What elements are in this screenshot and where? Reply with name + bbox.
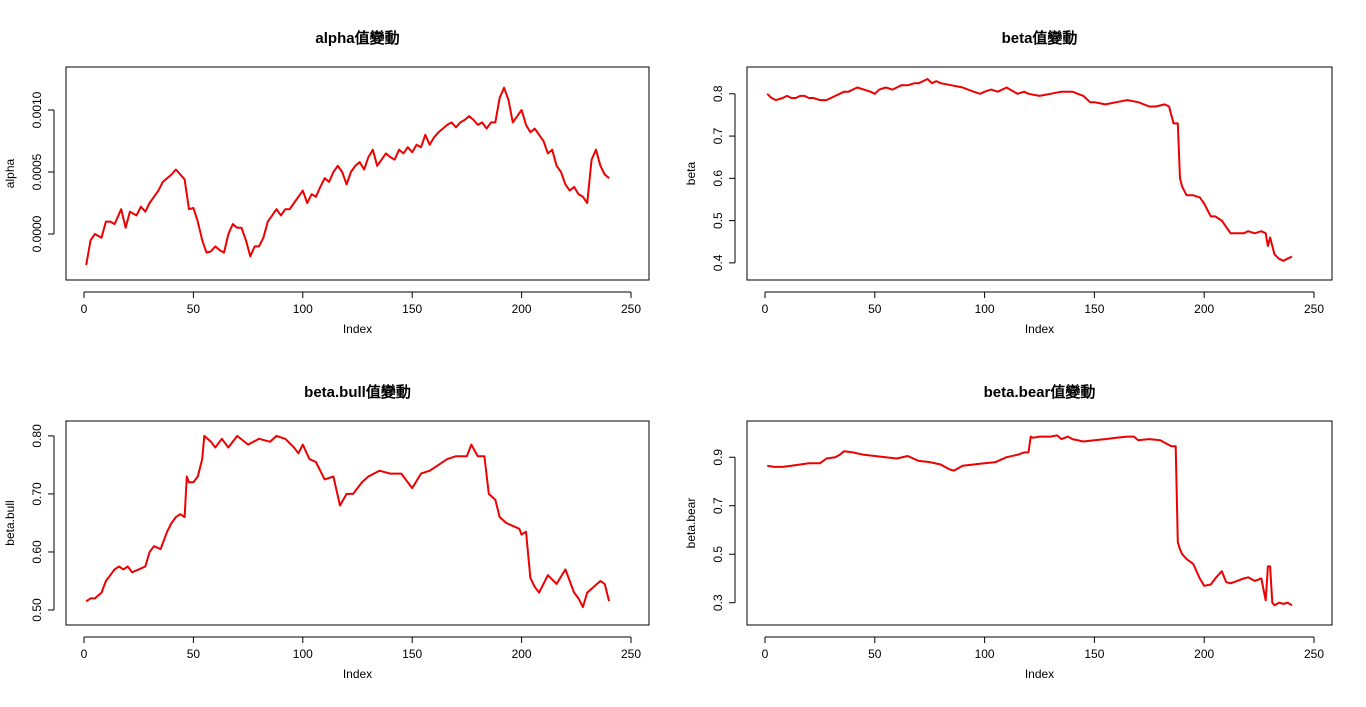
series-line-1 <box>85 434 611 609</box>
plot-frame <box>746 66 1333 281</box>
series-line-1 <box>766 78 1293 262</box>
y-tick-label: 0.7 <box>711 497 725 514</box>
y-axis-label: beta.bear <box>684 498 698 549</box>
x-tick-label: 50 <box>868 647 882 661</box>
y-tick-label: 0.70 <box>30 482 44 506</box>
chart-title: beta.bear值變動 <box>984 383 1096 401</box>
plot-frame <box>65 420 650 626</box>
x-tick-label: 0 <box>762 302 769 316</box>
x-tick-label: 150 <box>402 302 422 316</box>
x-axis-label: Index <box>1025 322 1054 336</box>
y-axis-label: alpha <box>3 159 17 189</box>
x-tick-label: 0 <box>81 647 88 661</box>
chart-panel-1: alpha值變動 0 50 100 150 200 250 Index 0.0000 0.0005… <box>3 29 650 336</box>
x-tick-label: 100 <box>975 647 995 661</box>
series-line-1 <box>767 434 1293 607</box>
x-tick-label: 200 <box>1194 302 1214 316</box>
x-axis-label: Index <box>1025 667 1054 681</box>
y-tick-label: 0.80 <box>30 424 44 448</box>
x-tick-label: 100 <box>293 302 313 316</box>
y-tick-label: 0.9 <box>711 449 725 466</box>
x-tick-label: 0 <box>81 302 88 316</box>
chart-title: alpha值變動 <box>315 29 399 47</box>
x-tick-label: 50 <box>868 302 882 316</box>
x-tick-label: 100 <box>975 302 995 316</box>
x-tick-label: 50 <box>187 647 201 661</box>
series-line-1 <box>85 86 610 266</box>
chart-panel-3: beta.bull值變動 0 50 100 150 200 250 Index 0.50 0.60… <box>3 383 650 681</box>
x-tick-label: 150 <box>1084 302 1104 316</box>
y-tick-label: 0.50 <box>30 598 44 622</box>
chart-panel-4: beta.bear值變動 0 50 100 150 200 250 Index 0.3 0.5 0.… <box>684 383 1333 681</box>
y-tick-label: 0.6 <box>711 170 725 187</box>
y-tick-label: 0.5 <box>711 546 725 563</box>
y-tick-label: 0.8 <box>711 85 725 102</box>
x-tick-label: 250 <box>1304 302 1324 316</box>
y-tick-label: 0.0005 <box>30 153 44 190</box>
y-tick-label: 0.7 <box>711 127 725 144</box>
x-tick-label: 150 <box>402 647 422 661</box>
y-tick-label: 0.0000 <box>30 215 44 252</box>
y-tick-label: 0.5 <box>711 212 725 229</box>
x-tick-label: 150 <box>1084 647 1104 661</box>
chart-title: beta.bull值變動 <box>304 383 411 401</box>
chart-panel-2: beta值變動 0 50 100 150 200 250 Index 0.4 0.5 0.6 0.7 0… <box>684 29 1333 336</box>
plot-frame <box>65 66 650 281</box>
y-axis-label: beta <box>684 161 698 185</box>
x-tick-label: 50 <box>187 302 201 316</box>
y-axis-label: beta.bull <box>3 500 17 545</box>
x-tick-label: 100 <box>293 647 313 661</box>
y-tick-label: 0.0010 <box>30 91 44 128</box>
x-tick-label: 250 <box>1304 647 1324 661</box>
y-tick-label: 0.60 <box>30 540 44 564</box>
x-tick-label: 200 <box>1194 647 1214 661</box>
y-tick-label: 0.3 <box>711 594 725 611</box>
x-tick-label: 0 <box>762 647 769 661</box>
x-tick-label: 250 <box>621 647 641 661</box>
y-tick-label: 0.4 <box>711 254 725 271</box>
x-axis-label: Index <box>343 322 372 336</box>
plot-frame <box>746 420 1333 626</box>
x-tick-label: 200 <box>512 302 532 316</box>
x-tick-label: 250 <box>621 302 641 316</box>
chart-title: beta值變動 <box>1002 29 1078 47</box>
x-tick-label: 200 <box>512 647 532 661</box>
x-axis-label: Index <box>343 667 372 681</box>
